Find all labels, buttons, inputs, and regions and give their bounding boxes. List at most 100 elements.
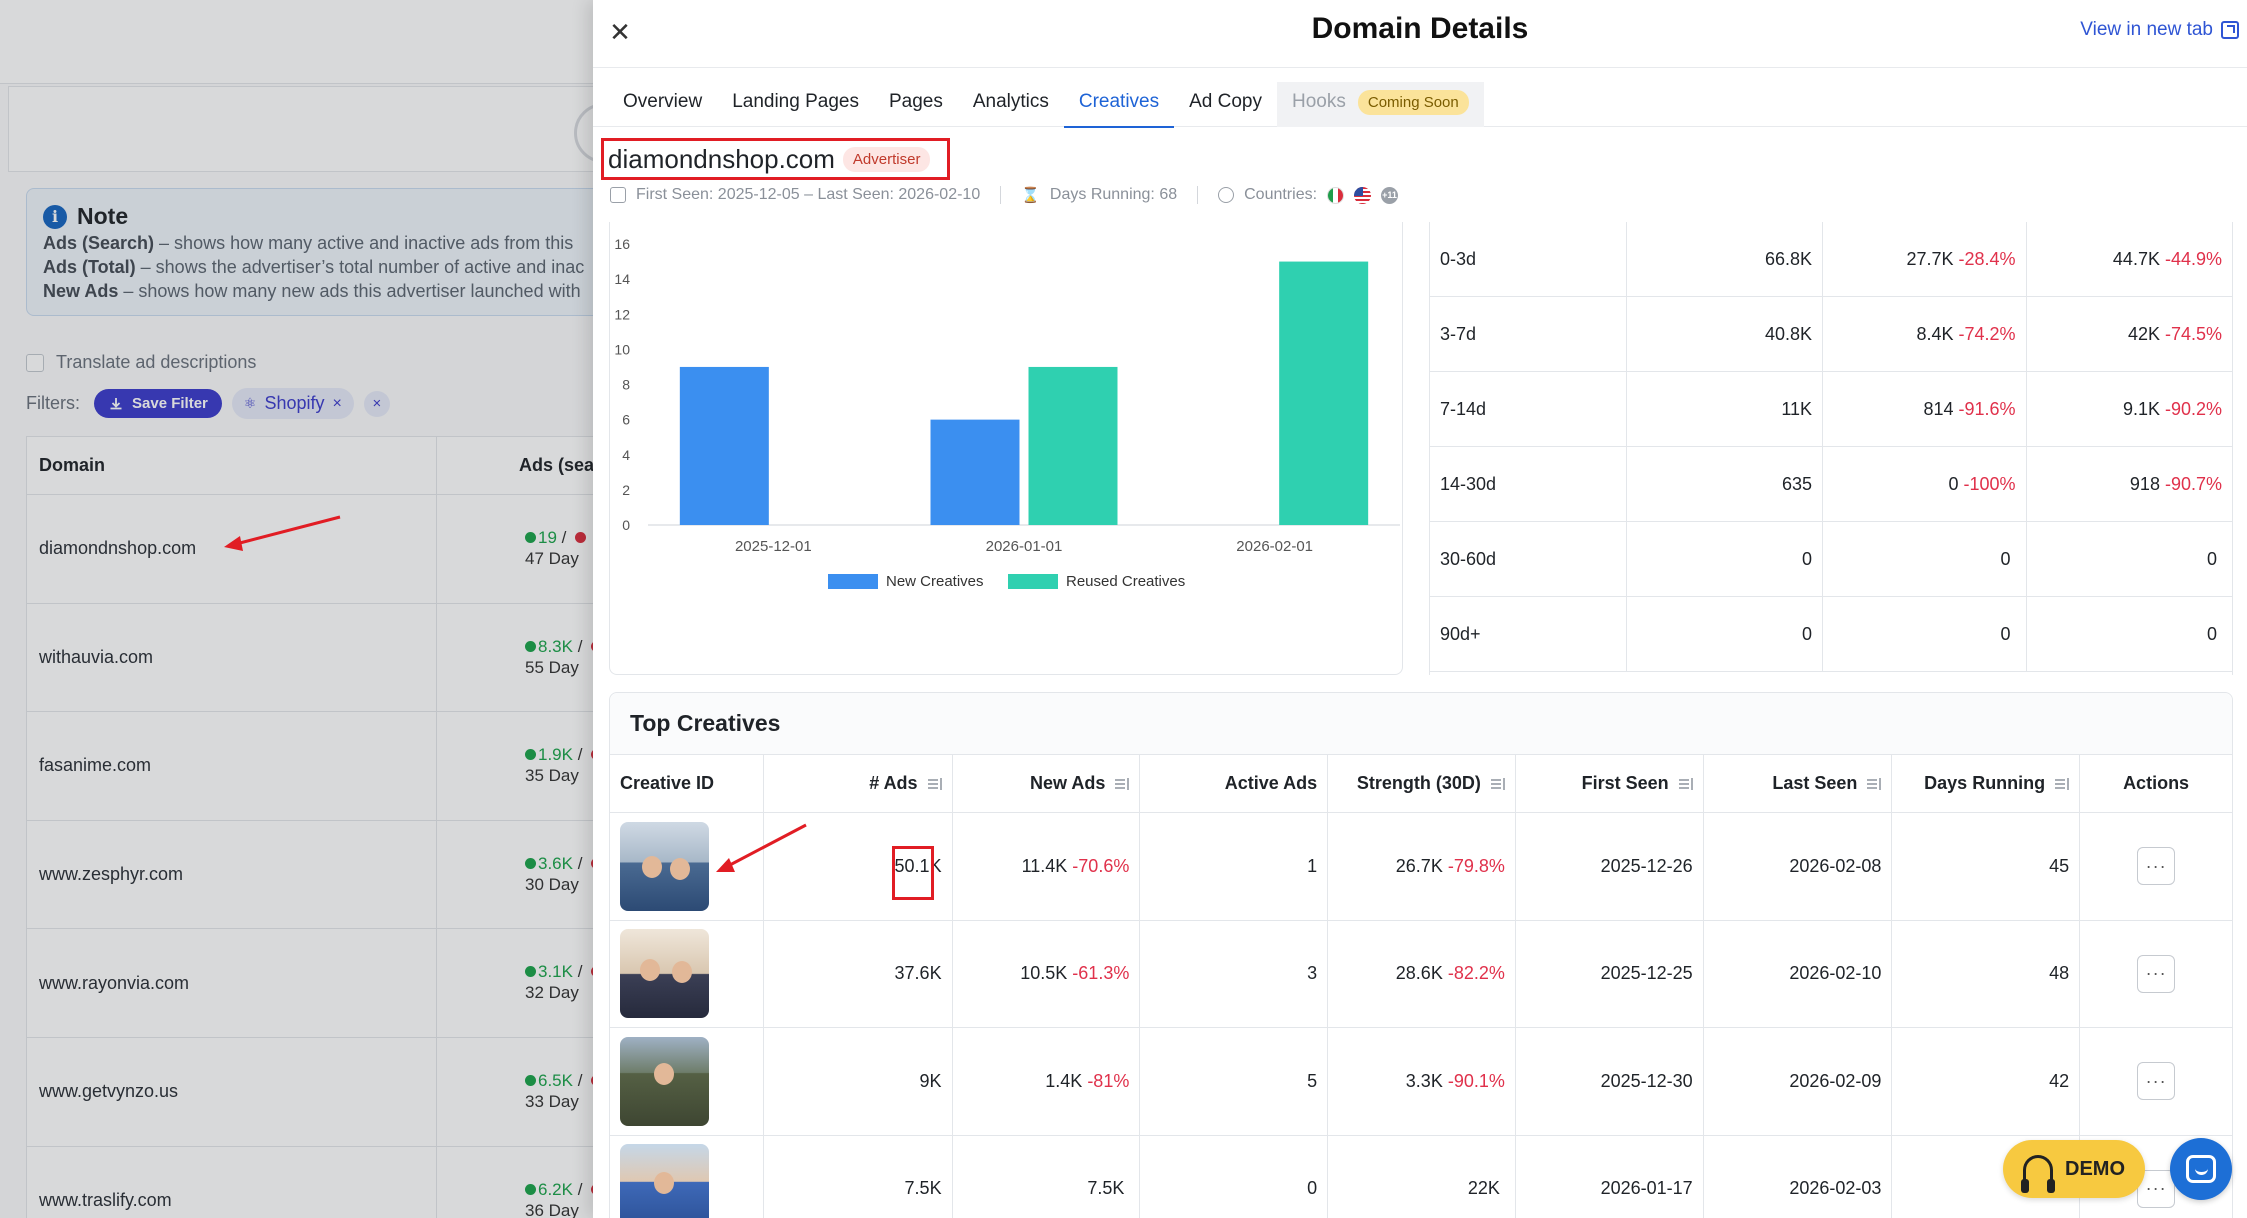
domain-row[interactable]: www.getvynzo.us 6.5K / 33 Day xyxy=(27,1037,625,1147)
domain-link[interactable]: www.rayonvia.com xyxy=(27,929,437,1037)
translate-checkbox[interactable] xyxy=(26,353,44,372)
clear-filters-button[interactable]: × xyxy=(363,390,390,417)
cell-value: 8.4K xyxy=(1916,323,1954,344)
bar-new-creatives[interactable] xyxy=(679,366,769,525)
legend-label[interactable]: New Creatives xyxy=(886,573,984,590)
domain-row[interactable]: www.traslify.com 6.2K / 36 Day xyxy=(27,1146,625,1218)
active-ads-value: 3 xyxy=(1140,920,1329,1027)
retention-row: 7-14d 11K 814 -91.6% 9.1K -90.2% xyxy=(1430,372,2232,447)
domain-link[interactable]: fasanime.com xyxy=(27,712,437,820)
ads-count: 6.5K / 33 Day xyxy=(525,1070,603,1112)
legend-swatch[interactable] xyxy=(828,574,878,589)
column-header-ads[interactable]: # Ads xyxy=(764,755,953,812)
tab-landing-pages[interactable]: Landing Pages xyxy=(732,91,859,112)
drawer-tabs: Overview Landing Pages Pages Analytics Creat… xyxy=(593,82,2247,128)
domain-row[interactable]: www.rayonvia.com 3.1K / 32 Day xyxy=(27,929,625,1038)
tab-pages[interactable]: Pages xyxy=(888,91,943,112)
first-seen-value: 2026-01-17 xyxy=(1516,1135,1704,1218)
value-cell: 814 -91.6% xyxy=(1823,372,2027,446)
column-header-domain[interactable]: Domain xyxy=(27,437,437,494)
globe-icon xyxy=(1218,187,1235,203)
domain-link[interactable]: www.zesphyr.com xyxy=(27,820,437,929)
domain-link[interactable]: diamondnshop.com xyxy=(27,495,437,603)
save-filter-button[interactable]: Save Filter xyxy=(94,389,222,418)
creative-thumbnail[interactable] xyxy=(620,929,709,1019)
column-header-creative-id: Creative ID xyxy=(610,755,764,812)
creative-row[interactable]: 50.1K 11.4K -70.6% 1 26.7K -79.8% 2025-12-26 20… xyxy=(610,813,2232,921)
creative-cell xyxy=(610,920,764,1027)
note-line: New Ads – shows how many new ads this ad… xyxy=(43,281,581,301)
domain-link[interactable]: www.getvynzo.us xyxy=(27,1037,437,1146)
legend-swatch[interactable] xyxy=(1008,574,1058,589)
sort-icon[interactable] xyxy=(1115,777,1130,790)
tab-overview[interactable]: Overview xyxy=(623,91,703,112)
value-cell: 0 -100% xyxy=(1823,447,2027,521)
close-icon[interactable]: ✕ xyxy=(609,16,631,47)
active-ads-count: 8.3K xyxy=(538,636,573,656)
column-header-strength-30d[interactable]: Strength (30D) xyxy=(1328,755,1516,812)
more-actions-button[interactable]: ··· xyxy=(2137,1062,2176,1101)
filter-chip-shopify[interactable]: ⚛ Shopify × xyxy=(231,388,354,419)
domain-row[interactable]: withauvia.com 8.3K / 55 Day xyxy=(27,603,625,713)
more-actions-button[interactable]: ··· xyxy=(2137,1169,2176,1208)
creative-thumbnail[interactable] xyxy=(620,1144,709,1218)
value-cell: 27.7K -28.4% xyxy=(1823,222,2027,296)
active-ads-count: 19 xyxy=(538,528,557,547)
modal-backdrop[interactable] xyxy=(0,0,600,1218)
active-ads-value: 1 xyxy=(1140,813,1329,920)
tab-hooks: Hooks Coming Soon xyxy=(1277,82,1484,127)
days-count: 33 Day xyxy=(525,1091,579,1111)
headset-icon xyxy=(2021,1155,2055,1193)
domain-name: diamondnshop.com xyxy=(608,143,835,174)
cell-value: 42K xyxy=(2127,323,2160,344)
column-header-last-seen[interactable]: Last Seen xyxy=(1704,755,1893,812)
atom-icon: ⚛ xyxy=(243,395,257,411)
active-ads-count: 6.2K xyxy=(538,1179,573,1199)
chip-remove-icon[interactable]: × xyxy=(332,394,342,412)
tab-ad-copy[interactable]: Ad Copy xyxy=(1189,91,1262,112)
more-actions-button[interactable]: ··· xyxy=(2137,954,2176,993)
legend-label[interactable]: Reused Creatives xyxy=(1066,573,1185,590)
column-header-days-running[interactable]: Days Running xyxy=(1892,755,2081,812)
ads-separator: / xyxy=(556,528,572,547)
actions-cell: ··· xyxy=(2080,1136,2232,1218)
domain-link[interactable]: www.traslify.com xyxy=(27,1146,437,1218)
bar-reused-creatives[interactable] xyxy=(1028,366,1118,525)
creative-row[interactable]: 9K 1.4K -81% 5 3.3K -90.1% 2025-12-30 2026-02-0… xyxy=(610,1028,2232,1136)
sort-icon[interactable] xyxy=(1490,777,1505,790)
domain-link[interactable]: withauvia.com xyxy=(27,603,437,712)
new-ads-change: -61.3% xyxy=(1072,963,1130,984)
last-seen-value: 2026-02-09 xyxy=(1704,1028,1893,1135)
sort-icon[interactable] xyxy=(927,777,942,790)
sort-icon[interactable] xyxy=(1678,777,1693,790)
domain-row[interactable]: fasanime.com 1.9K / 35 Day xyxy=(27,712,625,821)
column-header-active-ads[interactable]: Active Ads xyxy=(1140,755,1329,812)
note-line: Ads (Total) – shows the advertiser’s tot… xyxy=(43,257,585,277)
chat-launcher-button[interactable] xyxy=(2170,1138,2232,1200)
sort-icon[interactable] xyxy=(2055,777,2070,790)
view-in-new-tab-link[interactable]: View in new tab xyxy=(2080,19,2239,41)
tab-creatives[interactable]: Creatives xyxy=(1063,82,1175,128)
days-count: 35 Day xyxy=(525,766,579,786)
tab-analytics[interactable]: Analytics xyxy=(972,91,1049,112)
bar-new-creatives[interactable] xyxy=(930,419,1020,525)
translate-toggle[interactable]: Translate ad descriptions xyxy=(26,352,256,373)
more-countries-badge[interactable]: +11 xyxy=(1381,186,1399,204)
creative-thumbnail[interactable] xyxy=(620,1036,709,1126)
bar-reused-creatives[interactable] xyxy=(1279,261,1369,525)
retention-row: 14-30d 635 0 -100% 918 -90.7% xyxy=(1430,447,2232,522)
domain-row[interactable]: diamondnshop.com 19 / 47 Day xyxy=(27,495,625,604)
more-actions-button[interactable]: ··· xyxy=(2137,847,2176,886)
column-header-first-seen[interactable]: First Seen xyxy=(1516,755,1704,812)
y-tick-label: 6 xyxy=(622,412,630,428)
creative-row[interactable]: 37.6K 10.5K -61.3% 3 28.6K -82.2% 2025-12-25 20… xyxy=(610,920,2232,1028)
domain-row[interactable]: www.zesphyr.com 3.6K / 30 Day xyxy=(27,820,625,930)
column-header-ads-search[interactable]: Ads (sea xyxy=(519,455,595,475)
sort-icon[interactable] xyxy=(1867,777,1882,790)
demo-button[interactable]: DEMO xyxy=(2003,1140,2145,1198)
creative-thumbnail[interactable] xyxy=(620,821,709,911)
column-header-new-ads[interactable]: New Ads xyxy=(953,755,1141,812)
external-link-icon xyxy=(2221,21,2239,39)
creative-cell xyxy=(610,1135,764,1218)
